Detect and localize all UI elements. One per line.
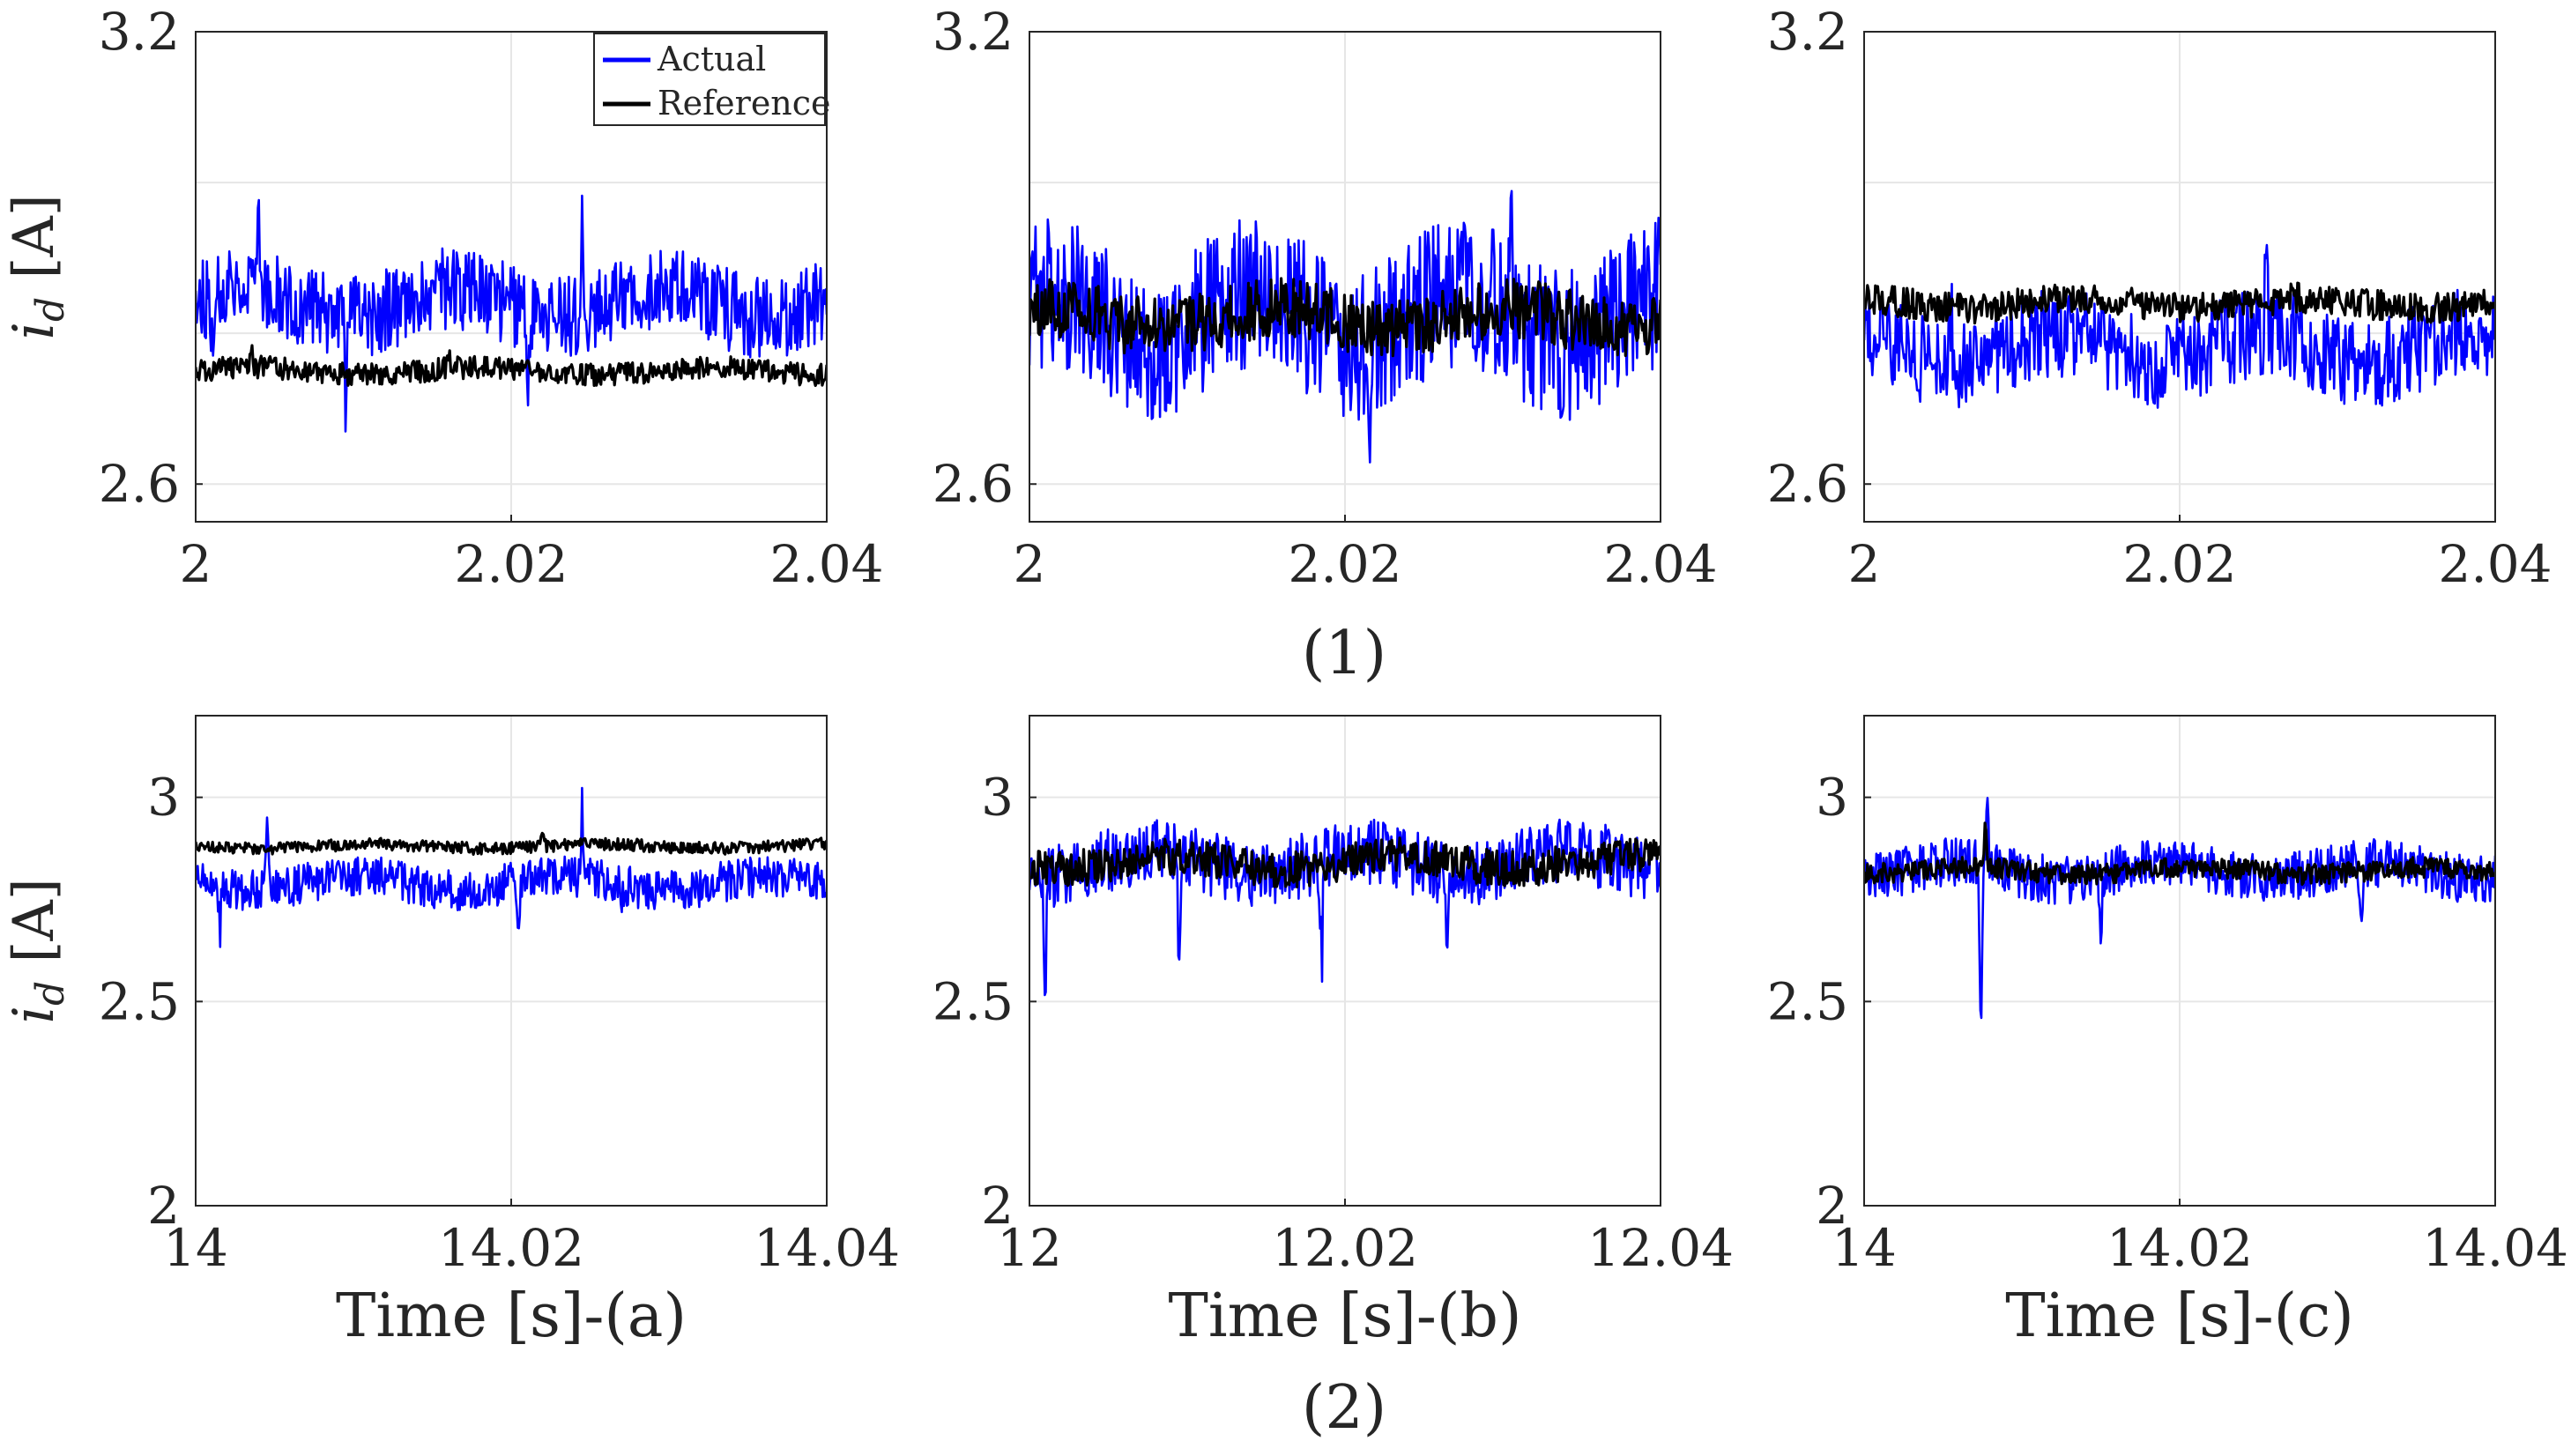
panel-1a: 2 2.02 2.04 2.6 3.2 id [A] Actual Reference bbox=[2, 2, 884, 594]
legend-label-actual: Actual bbox=[657, 40, 766, 78]
y-tick-label: 2 bbox=[147, 1176, 180, 1236]
y-axis-label-subscript: d bbox=[28, 297, 73, 322]
x-tick-label: 12 bbox=[997, 1218, 1062, 1278]
y-tick-label: 2.5 bbox=[1767, 971, 1848, 1031]
y-axis-label-unit: [A] bbox=[2, 878, 67, 981]
panel-2a: 14 14.02 14.04 2 2.5 3 Time [s]-(a) id [A] bbox=[2, 715, 900, 1351]
y-tick-label: 3 bbox=[147, 768, 180, 828]
legend: Actual Reference bbox=[593, 33, 831, 126]
x-tick-label: 2.02 bbox=[1288, 534, 1401, 594]
series-reference-line bbox=[1864, 281, 2495, 325]
series-reference-line bbox=[1029, 277, 1661, 358]
panel-1b: 2 2.02 2.04 2.6 3.2 bbox=[933, 2, 1718, 594]
x-tick-label: 2.02 bbox=[2122, 534, 2236, 594]
series-reference-line bbox=[196, 831, 827, 856]
y-tick-label: 2.5 bbox=[933, 971, 1014, 1031]
series-actual-line bbox=[196, 194, 827, 433]
y-tick-label: 3.2 bbox=[1767, 2, 1848, 62]
x-tick-label: 14.04 bbox=[754, 1218, 900, 1278]
panel-2b: 12 12.02 12.04 2 2.5 3 Time [s]-(b) bbox=[933, 715, 1734, 1351]
series-actual-line bbox=[1864, 243, 2495, 409]
panel-2c: 14 14.02 14.04 2 2.5 3 Time [s]-(c) bbox=[1767, 715, 2568, 1351]
x-tick-label: 14.02 bbox=[2107, 1218, 2253, 1278]
y-tick-label: 2.6 bbox=[1767, 454, 1848, 514]
row-label-1: (1) bbox=[1302, 619, 1386, 688]
y-tick-label: 2.6 bbox=[933, 454, 1014, 514]
row-label-2: (2) bbox=[1302, 1373, 1386, 1443]
x-axis-label: Time [s]-(a) bbox=[336, 1281, 687, 1351]
legend-box bbox=[593, 33, 826, 126]
y-tick-label: 3 bbox=[981, 768, 1014, 828]
y-tick-label: 2.5 bbox=[99, 971, 180, 1031]
y-tick-label: 2.6 bbox=[99, 454, 180, 514]
x-tick-label: 2.04 bbox=[1603, 534, 1717, 594]
y-axis-label-symbol: i bbox=[2, 322, 67, 339]
y-tick-label: 2 bbox=[981, 1176, 1014, 1236]
x-tick-label: 14.04 bbox=[2422, 1218, 2568, 1278]
series-actual-line bbox=[196, 786, 827, 948]
x-tick-label: 14.02 bbox=[438, 1218, 584, 1278]
x-axis-label: Time [s]-(c) bbox=[2005, 1281, 2354, 1351]
y-axis-label-symbol: i bbox=[2, 1006, 67, 1023]
x-tick-label: 14 bbox=[163, 1218, 228, 1278]
x-tick-label: 14 bbox=[1832, 1218, 1897, 1278]
series-reference-line bbox=[1029, 836, 1661, 888]
y-tick-label: 3.2 bbox=[99, 2, 180, 62]
x-tick-label: 12.02 bbox=[1272, 1218, 1418, 1278]
y-tick-label: 3.2 bbox=[933, 2, 1014, 62]
series-reference-line bbox=[1864, 821, 2495, 886]
panel-1c: 2 2.02 2.04 2.6 3.2 bbox=[1767, 2, 2552, 594]
y-tick-label: 3 bbox=[1816, 768, 1848, 828]
x-tick-label: 2.04 bbox=[769, 534, 883, 594]
y-tick-label: 2 bbox=[1816, 1176, 1848, 1236]
x-tick-label: 2.04 bbox=[2438, 534, 2552, 594]
x-tick-label: 2 bbox=[1014, 534, 1046, 594]
x-axis-label: Time [s]-(b) bbox=[1169, 1281, 1522, 1351]
y-axis-label: id [A] bbox=[2, 878, 73, 1023]
legend-label-reference: Reference bbox=[658, 84, 831, 123]
x-tick-label: 12.04 bbox=[1587, 1218, 1734, 1278]
y-axis-label: id [A] bbox=[2, 194, 73, 339]
x-tick-label: 2.02 bbox=[454, 534, 568, 594]
y-axis-label-subscript: d bbox=[28, 981, 73, 1006]
x-tick-label: 2 bbox=[180, 534, 212, 594]
y-axis-label-unit: [A] bbox=[2, 194, 67, 297]
x-tick-label: 2 bbox=[1848, 534, 1881, 594]
series-actual-line bbox=[1864, 797, 2495, 1020]
series-reference-line bbox=[196, 344, 827, 388]
